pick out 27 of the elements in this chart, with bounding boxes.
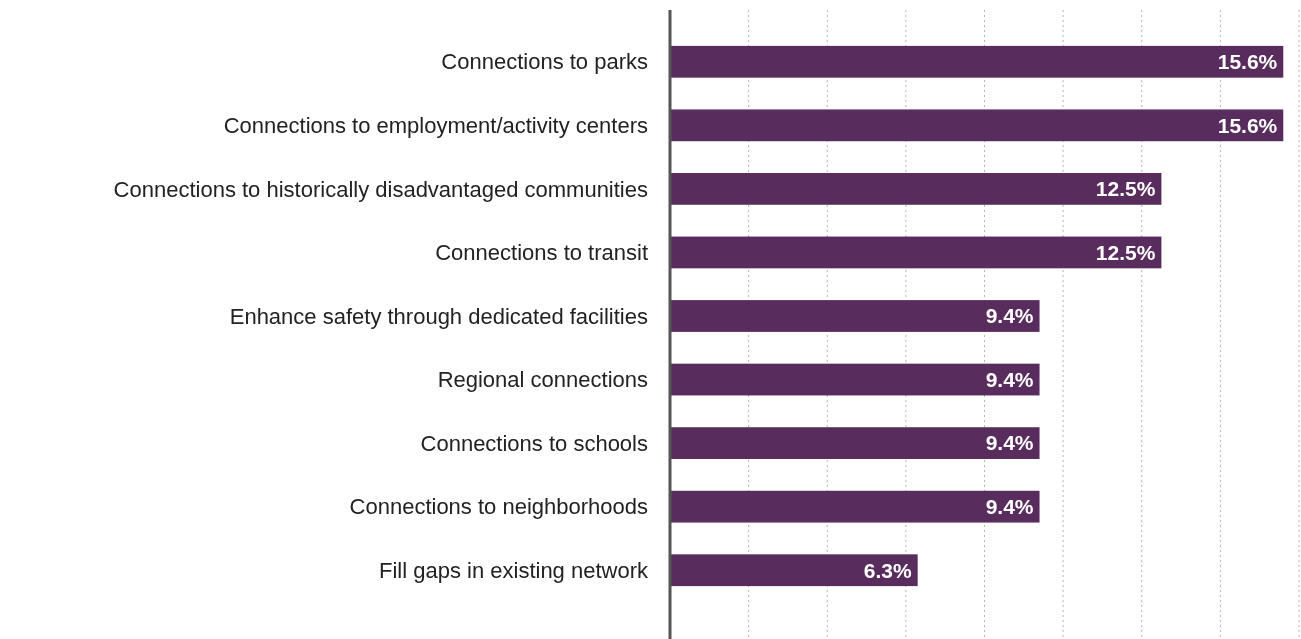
y-tick-label: Connections to parks	[441, 49, 648, 75]
bar	[670, 173, 1162, 205]
data-label: 15.6%	[1217, 50, 1278, 74]
y-tick-label: Connections to employment/activity centers	[223, 113, 648, 139]
y-tick-label: Enhance safety through dedicated facilities	[229, 303, 648, 329]
bar	[670, 427, 1040, 459]
y-tick-label: Connections to historically disadvantaged communities	[113, 176, 648, 202]
bar	[670, 300, 1040, 332]
y-tick-label: Fill gaps in existing network	[378, 557, 649, 583]
y-tick-label: Regional connections	[437, 367, 648, 393]
data-label: 9.4%	[985, 495, 1034, 519]
bar	[670, 490, 1040, 523]
bar	[670, 45, 1284, 78]
y-tick-label: Connections to transit	[435, 240, 648, 266]
data-label: 6.3%	[863, 558, 912, 582]
data-label: 9.4%	[985, 367, 1034, 391]
data-label: 9.4%	[985, 431, 1034, 455]
bar	[670, 236, 1162, 269]
bar	[670, 109, 1284, 142]
data-label: 9.4%	[985, 304, 1034, 328]
y-tick-label: Connections to neighborhoods	[349, 494, 648, 520]
data-label: 12.5%	[1095, 240, 1156, 264]
data-label: 12.5%	[1095, 177, 1156, 201]
bar	[670, 554, 918, 587]
data-label: 15.6%	[1217, 113, 1278, 137]
bar	[670, 363, 1040, 396]
y-tick-label: Connections to schools	[420, 430, 648, 456]
